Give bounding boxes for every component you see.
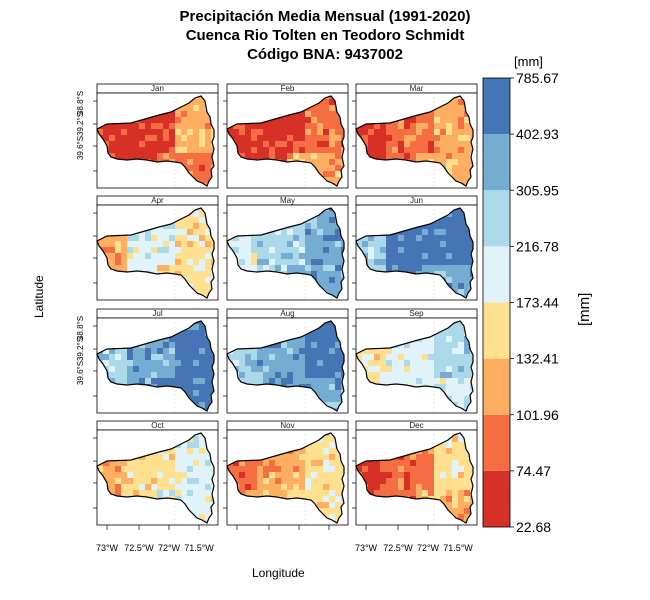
panel-sep: Sep — [352, 308, 478, 414]
colorbar-segment — [483, 358, 510, 415]
chart-subtitle: Cuenca Rio Tolten en Teodoro Schmidt — [185, 27, 465, 44]
panel-mar: Mar — [352, 83, 478, 189]
panel-oct: Oct — [93, 420, 219, 526]
legend-unit-side: [mm] — [576, 292, 593, 326]
colorbar-segment — [483, 414, 510, 471]
basin-outline — [96, 207, 215, 299]
panel-jun: Jun — [352, 195, 478, 301]
panel-label: Feb — [281, 84, 295, 93]
panel-may: May — [223, 195, 349, 301]
x-tick-label: 71.5°W — [184, 543, 214, 553]
basin-outline — [355, 320, 474, 412]
panel-feb: Feb — [223, 83, 349, 189]
x-tick-label: 71.5°W — [443, 543, 473, 553]
basin-outline — [96, 320, 215, 412]
basin-outline — [226, 207, 345, 299]
basin-outline — [226, 95, 345, 187]
colorbar-tick-label: 22.68 — [516, 519, 551, 535]
x-tick-label: 72.5°W — [383, 543, 413, 553]
y-tick-label: 39.6°S — [76, 361, 85, 385]
basin-outline — [226, 432, 345, 524]
panel-label: Apr — [151, 196, 164, 205]
x-tick-label: 73°W — [355, 543, 378, 553]
panel-label: Aug — [280, 309, 294, 318]
y-tick-label: 39.6°S — [76, 136, 85, 160]
panel-label: Dec — [409, 421, 423, 430]
colorbar-tick-label: 216.78 — [516, 238, 559, 254]
panel-label: Sep — [409, 309, 424, 318]
x-axis-title: Longitude — [252, 566, 305, 580]
basin-outline — [355, 95, 474, 187]
panel-label: Jun — [410, 196, 423, 205]
panel-jul: Jul — [93, 308, 219, 414]
x-tick-label: 72°W — [158, 543, 181, 553]
y-axis-title: Latitude — [32, 275, 46, 318]
x-tick-label: 73°W — [96, 543, 119, 553]
panel-label: Jul — [152, 309, 162, 318]
panel-nov: Nov — [223, 420, 349, 526]
basin-outline — [96, 95, 215, 187]
basin-outline — [355, 207, 474, 299]
panel-label: Jan — [151, 84, 164, 93]
basin-outline — [226, 320, 345, 412]
legend-unit-top: [mm] — [514, 54, 543, 69]
chart-code: Código BNA: 9437002 — [247, 46, 403, 63]
basin-outline — [355, 432, 474, 524]
x-tick-label: 72°W — [417, 543, 440, 553]
colorbar-segment — [483, 302, 510, 359]
y-tick-label: 39.2°S — [76, 337, 85, 361]
panel-dec: Dec — [352, 420, 478, 526]
colorbar-tick-label: 101.96 — [516, 407, 559, 423]
basin-outline — [96, 432, 215, 524]
y-tick-label: 39.2°S — [76, 112, 85, 136]
panel-label: Oct — [151, 421, 164, 430]
colorbar-tick-label: 402.93 — [516, 126, 559, 142]
chart-title: Precipitación Media Mensual (1991-2020) — [179, 8, 471, 25]
panel-label: Nov — [280, 421, 294, 430]
panel-apr: Apr — [93, 195, 219, 301]
panel-label: May — [280, 196, 295, 205]
colorbar-tick-label: 785.67 — [516, 70, 559, 86]
colorbar-tick-label: 74.47 — [516, 463, 551, 479]
colorbar-tick-label: 305.95 — [516, 182, 559, 198]
y-tick-label: 38.8°S — [76, 316, 85, 340]
x-tick-label: 72.5°W — [124, 543, 154, 553]
colorbar-tick-label: 132.41 — [516, 351, 559, 367]
y-tick-label: 38.8°S — [76, 91, 85, 115]
colorbar-segment — [483, 246, 510, 303]
colorbar-segment — [483, 78, 510, 135]
colorbar-segment — [483, 134, 510, 191]
colorbar-segment — [483, 470, 510, 527]
panel-label: Mar — [410, 84, 424, 93]
colorbar-tick-label: 173.44 — [516, 295, 559, 311]
colorbar-segment — [483, 190, 510, 247]
panel-aug: Aug — [223, 308, 349, 414]
panel-jan: Jan — [93, 83, 219, 189]
